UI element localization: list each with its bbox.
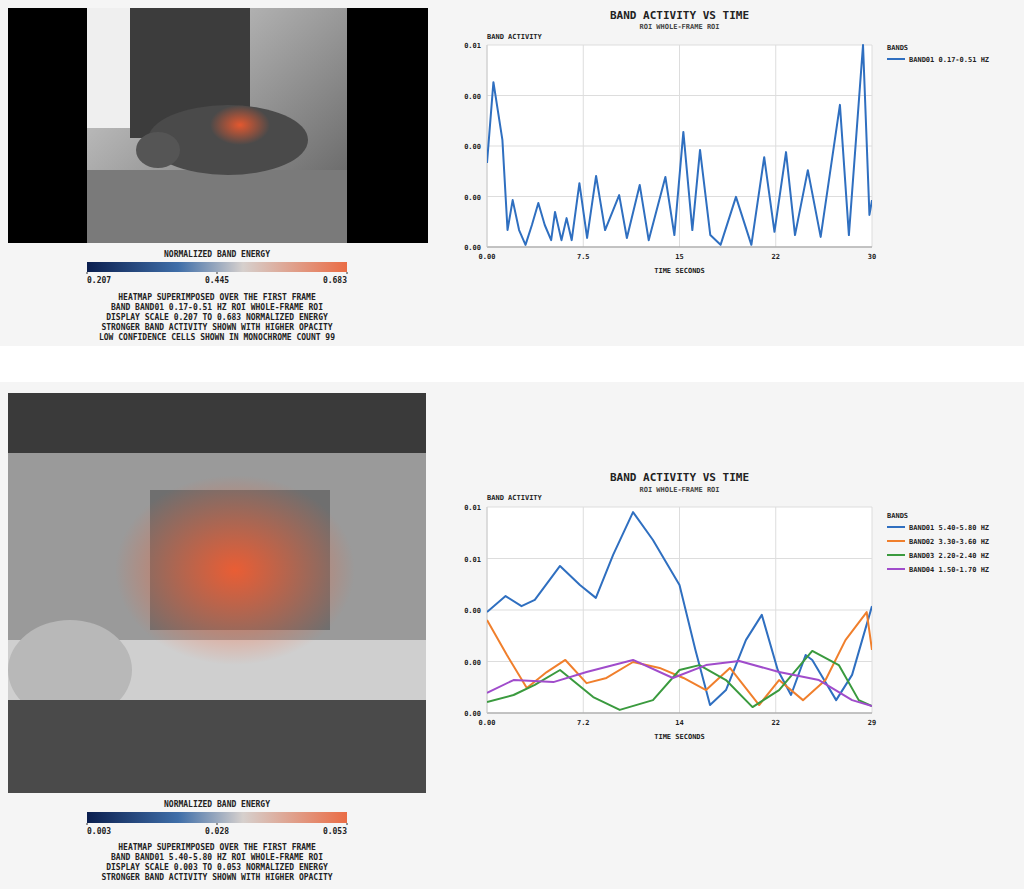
chart-panel: NORMALIZED BAND ENERGY 0.207 0.445 0.683 HEA…	[0, 0, 1024, 346]
heat-overlay	[210, 105, 270, 145]
colorbar-tick-label: 0.683	[323, 276, 347, 285]
chart-panel: NORMALIZED BAND ENERGY 0.003 0.028 0.053 HEA…	[0, 382, 1024, 889]
legend-swatch	[887, 58, 905, 60]
plot-background	[487, 507, 872, 713]
colorbar-tick-label: 0.028	[205, 827, 229, 836]
grid-line	[583, 507, 584, 713]
grid-line	[487, 713, 872, 714]
x-tick-label: 30	[868, 253, 876, 261]
chart-subtitle: ROI WHOLE-FRAME ROI	[639, 23, 719, 31]
legend-title: BANDS	[887, 512, 908, 520]
legend-swatch	[887, 526, 905, 528]
chart-title: BAND ACTIVITY VS TIME	[610, 471, 749, 484]
legend-swatch	[887, 540, 905, 542]
photo-hood	[8, 393, 426, 453]
legend-swatch	[887, 554, 905, 556]
x-tick-label: 0.00	[479, 719, 496, 727]
series-group	[487, 512, 872, 710]
y-axis-title: BAND ACTIVITY	[487, 33, 543, 41]
grid-line	[679, 507, 680, 713]
caption: DISPLAY SCALE 0.003 TO 0.053 NORMALIZED …	[106, 863, 328, 872]
colorbar	[87, 262, 347, 272]
x-tick-label: 22	[772, 253, 780, 261]
y-tick-label: 0.00	[464, 607, 481, 615]
series-line	[487, 45, 872, 245]
series-line	[487, 612, 872, 705]
x-tick-label: 14	[675, 719, 683, 727]
y-tick-label: 0.00	[464, 93, 481, 101]
colorbar-title: NORMALIZED BAND ENERGY	[164, 250, 270, 259]
colorbar	[87, 812, 347, 823]
caption: HEATMAP SUPERIMPOSED OVER THE FIRST FRAM…	[118, 843, 316, 852]
series-group	[487, 45, 872, 245]
x-axis	[487, 713, 872, 714]
y-tick-label: 0.00	[464, 244, 481, 252]
caption: DISPLAY SCALE 0.207 TO 0.683 NORMALIZED …	[106, 313, 328, 322]
photo-frame	[8, 8, 428, 243]
y-tick-label: 0.00	[464, 659, 481, 667]
legend-swatch	[887, 568, 905, 570]
colorbar-title: NORMALIZED BAND ENERGY	[164, 800, 270, 809]
grid-line	[775, 507, 776, 713]
y-tick-label: 0.01	[464, 42, 481, 50]
caption: LOW CONFIDENCE CELLS SHOWN IN MONOCHROME…	[99, 333, 335, 342]
series-line	[487, 660, 872, 706]
colorbar-tick	[347, 272, 348, 274]
x-tick-label: 7.5	[577, 253, 590, 261]
caption: STRONGER BAND ACTIVITY SHOWN WITH HIGHER…	[101, 873, 332, 882]
grid-line	[872, 45, 873, 247]
photo	[8, 393, 426, 793]
x-axis-title: TIME SECONDS	[654, 733, 705, 741]
x-axis-title: TIME SECONDS	[654, 267, 705, 275]
x-tick-label: 7.2	[577, 719, 590, 727]
x-tick-label: 15	[675, 253, 683, 261]
caption: HEATMAP SUPERIMPOSED OVER THE FIRST FRAM…	[118, 293, 316, 302]
y-tick-label: 0.01	[464, 504, 481, 512]
x-tick-label: 22	[772, 719, 780, 727]
y-tick-label: 0.00	[464, 194, 481, 202]
y-axis	[487, 507, 488, 713]
y-tick-label: 0.01	[464, 556, 481, 564]
series-line	[487, 651, 872, 710]
grid-line	[679, 45, 680, 247]
legend-entry: BAND01 5.40-5.80 HZ	[909, 524, 989, 532]
photo-ground	[8, 700, 426, 793]
plot-background	[487, 45, 872, 247]
panel-background	[0, 382, 1024, 889]
caption: BAND BAND01 5.40-5.80 HZ ROI WHOLE-FRAME…	[111, 853, 323, 862]
colorbar-tick-label: 0.003	[87, 827, 111, 836]
page: NORMALIZED BAND ENERGY 0.207 0.445 0.683 HEA…	[0, 0, 1024, 889]
photo-cat-head	[136, 132, 180, 168]
y-axis-title: BAND ACTIVITY	[487, 494, 543, 502]
legend-title: BANDS	[887, 44, 908, 52]
x-tick-label: 0.00	[479, 253, 496, 261]
colorbar-tick	[87, 823, 88, 825]
caption: STRONGER BAND ACTIVITY SHOWN WITH HIGHER…	[101, 323, 332, 332]
heat-overlay	[115, 475, 355, 665]
colorbar-tick	[217, 823, 218, 825]
colorbar-tick	[87, 272, 88, 274]
colorbar-tick-label: 0.207	[87, 276, 111, 285]
panel-background	[0, 0, 1024, 346]
caption: BAND BAND01 0.17-0.51 HZ ROI WHOLE-FRAME…	[111, 303, 323, 312]
photo-seat	[87, 170, 347, 243]
grid-line	[487, 507, 488, 713]
x-tick-label: 29	[868, 719, 876, 727]
colorbar-tick	[217, 272, 218, 274]
legend-entry: BAND01 0.17-0.51 HZ	[909, 56, 989, 64]
chart-subtitle: ROI WHOLE-FRAME ROI	[639, 486, 719, 494]
y-tick-label: 0.00	[464, 143, 481, 151]
colorbar-tick-label: 0.053	[323, 827, 347, 836]
colorbar-tick	[347, 823, 348, 825]
legend-entry: BAND04 1.50-1.70 HZ	[909, 566, 989, 574]
photo	[87, 8, 347, 243]
y-tick-label: 0.00	[464, 710, 481, 718]
chart-title: BAND ACTIVITY VS TIME	[610, 9, 749, 22]
colorbar-tick-label: 0.445	[205, 276, 229, 285]
x-axis	[487, 247, 872, 248]
grid-line	[487, 247, 872, 248]
legend-entry: BAND03 2.20-2.40 HZ	[909, 552, 989, 560]
legend-entry: BAND02 3.30-3.60 HZ	[909, 538, 989, 546]
